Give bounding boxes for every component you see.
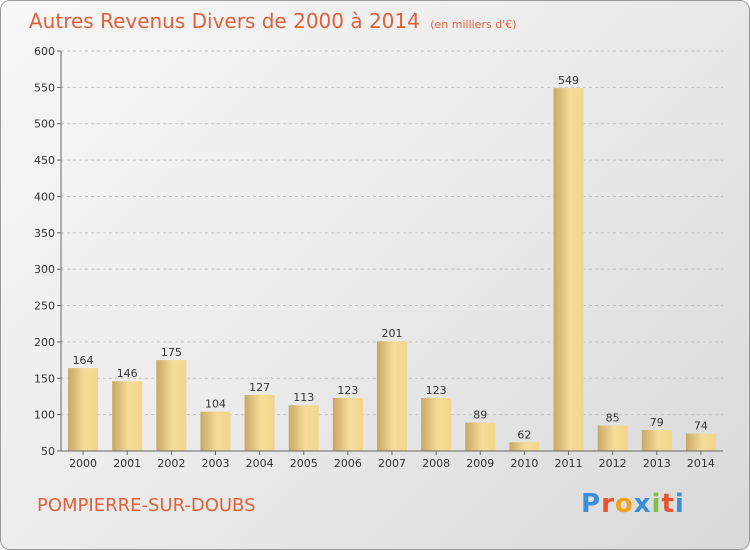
y-tick-label: 100 — [34, 409, 55, 422]
bars-group: 164 146 175 104 127 113 123 201 123 89 62 549 85 79 74 — [68, 74, 716, 451]
x-tick-label: 2002 — [157, 457, 185, 470]
bar — [156, 360, 187, 451]
x-tick-label: 2000 — [69, 457, 97, 470]
y-tick-label: 250 — [34, 300, 55, 313]
data-label: 113 — [293, 391, 314, 404]
bar — [244, 395, 275, 451]
bar — [421, 397, 452, 451]
x-tick-label: 2008 — [422, 457, 450, 470]
logo-letter: t — [661, 489, 675, 519]
x-tick-label: 2007 — [378, 457, 406, 470]
x-tick-label: 2001 — [113, 457, 141, 470]
data-label: 175 — [161, 346, 182, 359]
x-tick-label: 2013 — [643, 457, 671, 470]
axes-group: 50 100 150 200 250 300 350 400 450 500 550 600 2000 2… — [34, 45, 723, 470]
data-label: 89 — [473, 409, 487, 422]
y-tick-label: 150 — [34, 372, 55, 385]
data-label: 79 — [650, 416, 664, 429]
y-tick-label: 350 — [34, 227, 55, 240]
x-tick-label: 2004 — [246, 457, 274, 470]
x-tick-label: 2010 — [510, 457, 538, 470]
bar — [685, 433, 716, 451]
y-tick-label: 450 — [34, 154, 55, 167]
x-tick-label: 2009 — [466, 457, 494, 470]
bar — [112, 381, 143, 451]
bar — [288, 405, 319, 451]
logo-letter: x — [633, 489, 652, 519]
bar — [376, 341, 408, 451]
y-tick-label: 200 — [34, 336, 55, 349]
chart-title: Autres Revenus Divers de 2000 à 2014 (en… — [29, 9, 517, 33]
bar — [68, 368, 99, 451]
bar — [597, 425, 628, 451]
commune-name: POMPIERRE-SUR-DOUBS — [37, 495, 256, 516]
bar — [553, 88, 584, 451]
data-label: 104 — [205, 398, 226, 411]
data-label: 127 — [249, 381, 270, 394]
y-tick-label: 300 — [34, 263, 55, 276]
data-label: 123 — [337, 384, 358, 397]
bar — [641, 429, 672, 451]
bar — [465, 422, 496, 451]
data-label: 201 — [382, 327, 403, 340]
x-tick-label: 2014 — [687, 457, 715, 470]
x-tick-label: 2012 — [599, 457, 627, 470]
data-label: 74 — [694, 420, 708, 433]
x-tick-label: 2003 — [201, 457, 229, 470]
y-tick-label: 400 — [34, 190, 55, 203]
logo-letter: P — [581, 489, 602, 519]
data-label: 164 — [73, 354, 94, 367]
data-label: 85 — [606, 412, 620, 425]
y-tick-label: 550 — [34, 81, 55, 94]
logo-letter: r — [601, 489, 615, 519]
bar — [200, 411, 231, 451]
y-tick-label: 50 — [41, 445, 55, 458]
logo-letter: i — [651, 489, 662, 519]
x-tick-label: 2006 — [334, 457, 362, 470]
logo-letter: i — [674, 489, 685, 519]
logo-letter: o — [614, 489, 634, 519]
y-tick-label: 600 — [34, 45, 55, 58]
proxiti-logo: Proxiti — [581, 489, 685, 519]
data-label: 146 — [117, 367, 138, 380]
chart-title-unit: (en milliers d'€) — [430, 18, 517, 31]
y-tick-label: 500 — [34, 118, 55, 131]
x-tick-label: 2011 — [555, 457, 583, 470]
bar — [332, 397, 363, 451]
data-label: 62 — [517, 428, 531, 441]
bar — [509, 442, 540, 451]
data-label: 123 — [426, 384, 447, 397]
chart-title-main: Autres Revenus Divers de 2000 à 2014 — [29, 9, 420, 33]
data-label: 549 — [558, 74, 579, 87]
x-tick-label: 2005 — [290, 457, 318, 470]
